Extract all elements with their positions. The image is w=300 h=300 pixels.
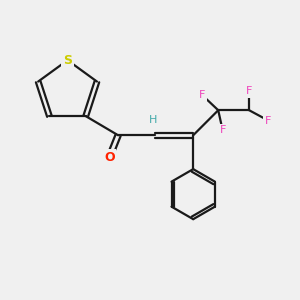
Text: F: F [220, 125, 226, 135]
Text: F: F [265, 116, 272, 125]
Text: F: F [199, 90, 205, 100]
Text: S: S [63, 54, 72, 67]
Text: H: H [149, 115, 158, 125]
Text: O: O [104, 151, 115, 164]
Text: F: F [246, 86, 252, 96]
